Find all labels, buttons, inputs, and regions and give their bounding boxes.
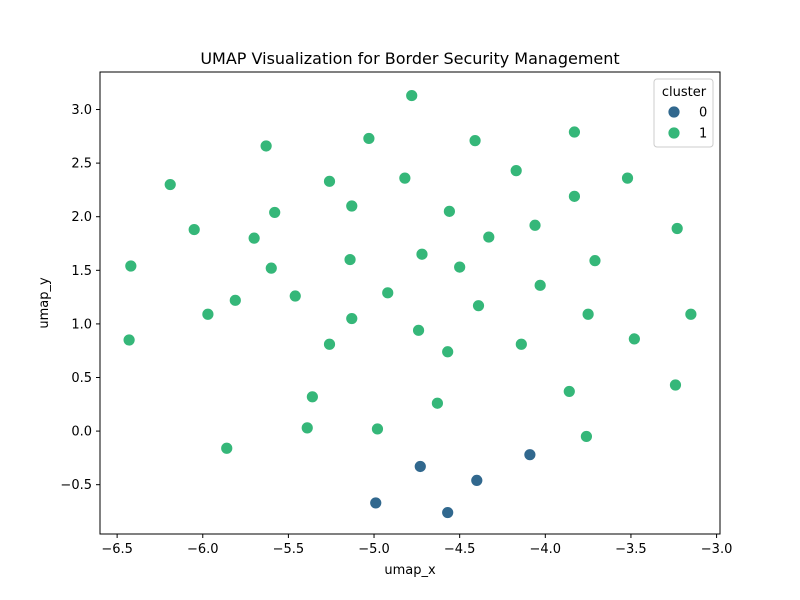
y-tick-label: −0.5: [60, 478, 92, 493]
data-point-cluster-1: [441, 345, 455, 359]
data-point-cluster-1: [670, 222, 684, 235]
x-axis: −6.5 −6.0 −5.5 −5.0 −4.5 −4.0 −3.5 −3.0: [101, 534, 732, 557]
data-point-cluster-1: [381, 286, 395, 300]
data-point-cluster-1: [323, 174, 336, 188]
x-tick-label: −5.0: [358, 542, 390, 557]
data-point-cluster-1: [514, 337, 528, 351]
data-point-cluster-0: [369, 496, 383, 510]
plot-frame: [99, 71, 721, 535]
data-point-cluster-1: [201, 307, 215, 321]
data-point-cluster-1: [442, 204, 456, 218]
data-point-cluster-1: [398, 171, 412, 185]
x-tick-label: −5.5: [273, 542, 305, 557]
data-point-cluster-1: [305, 390, 319, 404]
data-point-cluster-1: [568, 125, 581, 139]
data-point-cluster-1: [268, 206, 282, 219]
data-point-cluster-1: [345, 312, 359, 325]
data-point-cluster-1: [288, 289, 302, 303]
data-point-cluster-1: [581, 307, 595, 321]
data-point-cluster-1: [528, 218, 542, 232]
data-point-cluster-1: [533, 278, 547, 292]
data-point-cluster-1: [580, 430, 593, 443]
x-tick-label: −6.0: [187, 542, 219, 557]
data-point-cluster-0: [441, 506, 455, 519]
data-point-cluster-1: [163, 178, 177, 191]
legend-entries: 01: [667, 105, 707, 142]
data-point-cluster-1: [343, 253, 357, 266]
y-axis: −0.5 0.0 0.5 1.0 1.5 2.0 2.5 3.0: [60, 103, 100, 493]
data-point-cluster-1: [468, 134, 482, 148]
data-point-cluster-1: [371, 422, 384, 436]
data-point-cluster-1: [568, 189, 581, 203]
legend-label-0: 0: [699, 106, 707, 121]
data-point-cluster-1: [509, 164, 523, 178]
data-point-cluster-1: [562, 385, 576, 398]
data-point-cluster-1: [228, 293, 242, 307]
x-tick-label: −3.0: [701, 542, 733, 557]
x-tick-label: −6.5: [101, 542, 133, 557]
data-point-cluster-1: [405, 89, 419, 102]
y-tick-label: 0.5: [71, 371, 92, 386]
data-point-cluster-1: [220, 441, 234, 455]
legend-title: cluster: [662, 85, 707, 100]
data-point-cluster-0: [523, 448, 537, 462]
data-point-cluster-1: [415, 247, 429, 261]
data-point-cluster-1: [345, 199, 359, 213]
data-point-cluster-1: [621, 171, 634, 185]
legend-label-1: 1: [699, 127, 707, 142]
legend: cluster 01: [653, 78, 714, 148]
y-axis-label: umap_y: [37, 277, 52, 329]
data-point-cluster-1: [472, 299, 485, 313]
x-tick-label: −4.5: [444, 542, 476, 557]
y-tick-label: 3.0: [71, 103, 92, 118]
data-point-cluster-1: [187, 223, 201, 236]
data-point-cluster-1: [482, 230, 496, 244]
x-tick-label: −4.0: [530, 542, 562, 557]
y-tick-label: 2.0: [71, 210, 92, 225]
data-point-cluster-1: [431, 396, 444, 410]
data-point-cluster-1: [684, 307, 698, 321]
data-point-cluster-1: [669, 378, 682, 392]
y-tick-label: 2.5: [71, 157, 92, 172]
data-point-cluster-0: [470, 474, 484, 487]
data-point-cluster-1: [264, 261, 278, 275]
data-point-cluster-1: [124, 259, 138, 273]
data-point-cluster-1: [362, 132, 376, 145]
y-tick-label: 0.0: [71, 425, 92, 440]
y-tick-label: 1.0: [71, 317, 92, 332]
x-axis-label: umap_x: [384, 563, 436, 578]
data-point-cluster-1: [122, 333, 136, 347]
y-tick-label: 1.5: [71, 264, 92, 279]
chart-title: UMAP Visualization for Border Security M…: [200, 49, 619, 68]
data-point-cluster-1: [247, 231, 261, 245]
legend-marker-0: [667, 105, 681, 119]
legend-marker-1: [667, 126, 681, 140]
x-tick-label: −3.5: [615, 542, 647, 557]
data-point-cluster-1: [412, 323, 425, 337]
data-point-cluster-1: [453, 260, 467, 274]
data-point-cluster-1: [300, 421, 314, 435]
data-point-cluster-1: [259, 139, 273, 153]
data-point-cluster-0: [413, 460, 427, 473]
data-point-cluster-1: [627, 332, 641, 346]
data-point-cluster-1: [323, 337, 336, 351]
points-layer: [122, 89, 698, 519]
data-point-cluster-1: [588, 254, 602, 268]
